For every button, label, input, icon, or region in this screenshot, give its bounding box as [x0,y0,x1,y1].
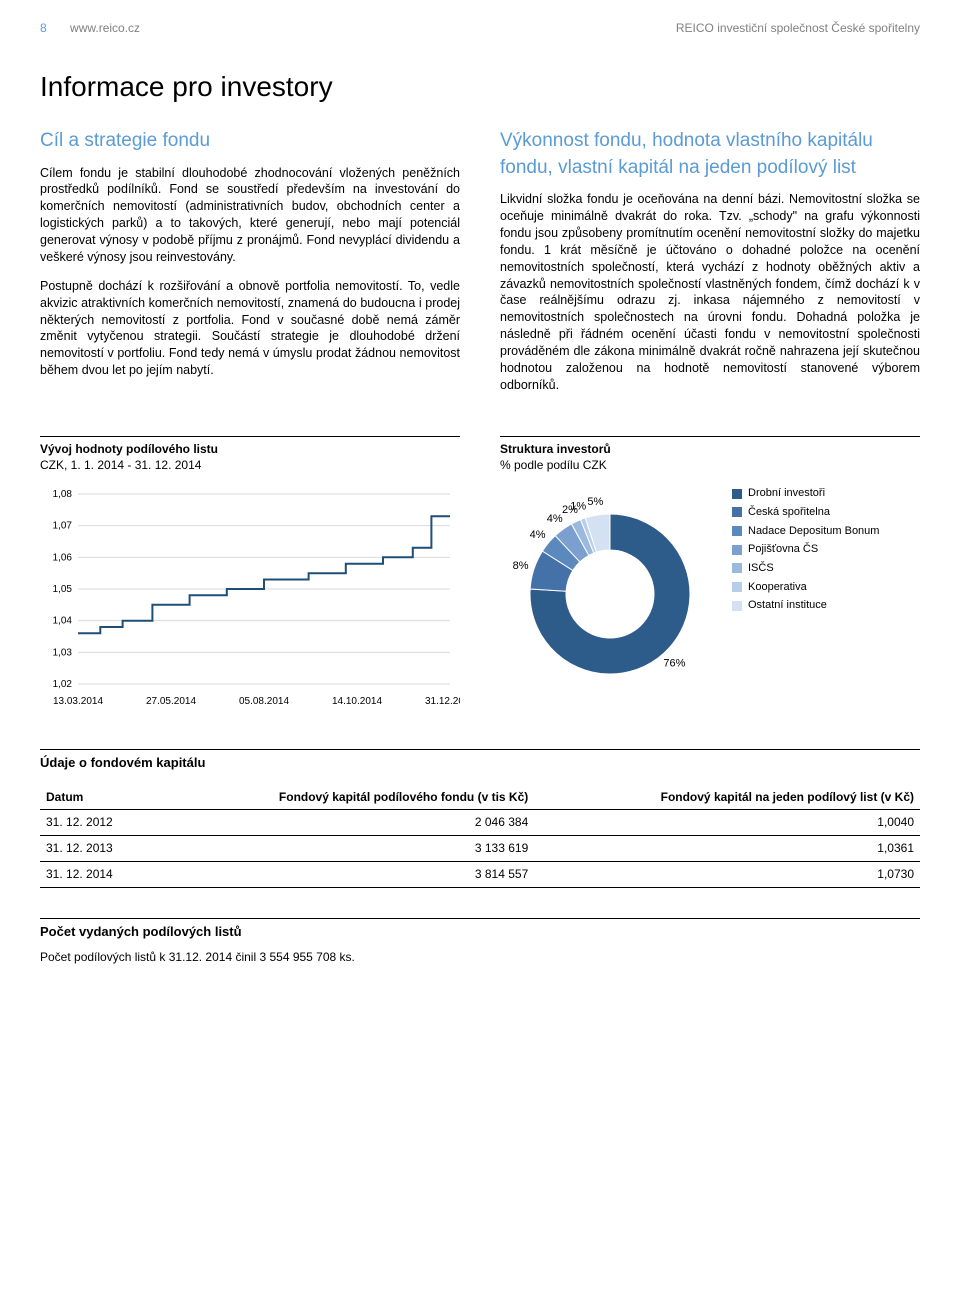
legend-label: Nadace Depositum Bonum [748,522,879,541]
table-cell: 31. 12. 2013 [40,836,154,862]
svg-text:1,07: 1,07 [53,521,73,532]
legend-swatch [732,507,742,517]
line-chart: 1,02 1,03 1,04 1,05 1,06 1,07 1,08 13.03.2014 27… [40,484,460,719]
svg-text:1%: 1% [570,501,586,513]
legend-item: Pojišťovna ČS [732,540,879,559]
table-cell: 3 814 557 [154,862,534,888]
charts-row: Vývoj hodnoty podílového listu CZK, 1. 1… [40,436,920,720]
donut-legend: Drobní investořiČeská spořitelnaNadace D… [732,484,879,615]
domain-text: www.reico.cz [70,21,140,35]
legend-label: Ostatní instituce [748,596,827,615]
table-header-cell: Fondový kapitál na jeden podílový list (… [534,785,920,810]
legend-item: Drobní investoři [732,484,879,503]
svg-text:31.12.2014: 31.12.2014 [425,696,460,707]
table-cell: 1,0730 [534,862,920,888]
svg-text:1,04: 1,04 [53,616,73,627]
left-subtitle: Cíl a strategie fondu [40,128,460,155]
svg-text:13.03.2014: 13.03.2014 [53,696,103,707]
table-cell: 31. 12. 2014 [40,862,154,888]
svg-text:4%: 4% [530,529,546,541]
legend-label: Pojišťovna ČS [748,540,818,559]
footer-title: Počet vydaných podílových listů [40,918,920,941]
table-cell: 31. 12. 2012 [40,810,154,836]
company-name: REICO investiční společnost České spořit… [676,20,920,37]
svg-text:1,03: 1,03 [53,648,73,659]
svg-text:05.08.2014: 05.08.2014 [239,696,289,707]
capital-table: DatumFondový kapitál podílového fondu (v… [40,785,920,888]
legend-swatch [732,545,742,555]
left-para-1: Cílem fondu je stabilní dlouhodobé zhodn… [40,165,460,266]
right-para-1: Likvidní složka fondu je oceňována na de… [500,191,920,394]
left-column: Cíl a strategie fondu Cílem fondu je sta… [40,128,460,406]
svg-text:1,06: 1,06 [53,553,73,564]
table-header-cell: Datum [40,785,154,810]
legend-label: ISČS [748,559,774,578]
line-chart-block: Vývoj hodnoty podílového listu CZK, 1. 1… [40,436,460,720]
table-section-title: Údaje o fondovém kapitálu [40,749,920,772]
svg-text:4%: 4% [547,513,563,525]
page-header: 8 www.reico.cz REICO investiční společno… [40,20,920,37]
line-chart-subtitle: CZK, 1. 1. 2014 - 31. 12. 2014 [40,457,460,474]
donut-chart-title: Struktura investorů [500,441,920,458]
donut-chart-svg: 76%8%4%4%2%1%5% [500,484,720,694]
legend-label: Česká spořitelna [748,503,830,522]
legend-item: ISČS [732,559,879,578]
legend-label: Kooperativa [748,578,807,597]
right-column: Výkonnost fondu, hodnota vlastního kapit… [500,128,920,406]
legend-swatch [732,601,742,611]
legend-item: Ostatní instituce [732,596,879,615]
legend-swatch [732,526,742,536]
svg-text:27.05.2014: 27.05.2014 [146,696,196,707]
left-para-2: Postupně dochází k rozšiřování a obnově … [40,278,460,379]
legend-item: Kooperativa [732,578,879,597]
line-chart-svg: 1,02 1,03 1,04 1,05 1,06 1,07 1,08 13.03.2014 27… [40,484,460,714]
svg-text:1,05: 1,05 [53,584,73,595]
footer-section: Počet vydaných podílových listů Počet po… [40,918,920,966]
table-row: 31. 12. 20122 046 3841,0040 [40,810,920,836]
svg-text:1,02: 1,02 [53,679,73,690]
donut-chart-subtitle: % podle podílu CZK [500,457,920,474]
table-cell: 3 133 619 [154,836,534,862]
table-row: 31. 12. 20133 133 6191,0361 [40,836,920,862]
footer-text: Počet podílových listů k 31.12. 2014 čin… [40,949,920,966]
donut-chart-block: Struktura investorů % podle podílu CZK 7… [500,436,920,720]
table-cell: 2 046 384 [154,810,534,836]
main-title: Informace pro investory [40,67,920,106]
legend-label: Drobní investoři [748,484,825,503]
content-columns: Cíl a strategie fondu Cílem fondu je sta… [40,128,920,406]
table-row: 31. 12. 20143 814 5571,0730 [40,862,920,888]
legend-swatch [732,563,742,573]
table-cell: 1,0040 [534,810,920,836]
right-subtitle: Výkonnost fondu, hodnota vlastního kapit… [500,128,920,181]
table-header-cell: Fondový kapitál podílového fondu (v tis … [154,785,534,810]
svg-text:5%: 5% [587,496,603,508]
legend-item: Nadace Depositum Bonum [732,522,879,541]
svg-text:1,08: 1,08 [53,489,73,500]
svg-text:14.10.2014: 14.10.2014 [332,696,382,707]
legend-swatch [732,489,742,499]
line-chart-title: Vývoj hodnoty podílového listu [40,441,460,458]
table-cell: 1,0361 [534,836,920,862]
legend-swatch [732,582,742,592]
svg-text:8%: 8% [513,560,529,572]
svg-text:76%: 76% [663,658,685,670]
legend-item: Česká spořitelna [732,503,879,522]
page-number: 8 [40,21,47,35]
